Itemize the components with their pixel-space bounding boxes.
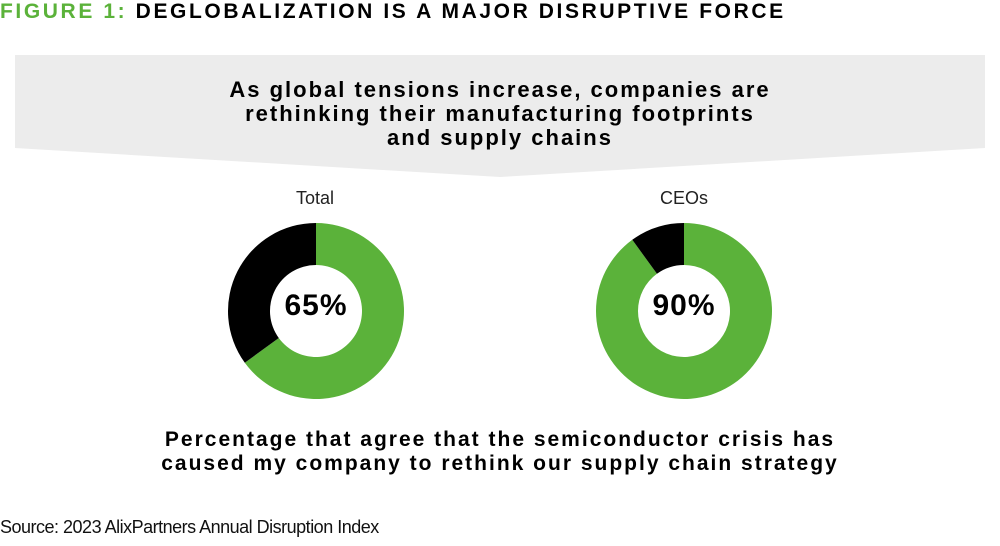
- banner-line: As global tensions increase, companies a…: [229, 77, 771, 102]
- donut-chart-ceos: [596, 223, 772, 399]
- banner-text: As global tensions increase, companies a…: [15, 78, 985, 150]
- donut-slice-agree: [244, 223, 404, 399]
- donut-chart-total: [228, 223, 404, 399]
- donut-slice-other: [632, 223, 684, 274]
- center-value-ceos: 90%: [652, 289, 716, 322]
- chart-title-ceos: CEOs: [659, 188, 708, 208]
- figure-title: FIGURE 1: DEGLOBALIZATION IS A MAJOR DIS…: [0, 0, 786, 24]
- source-note: Source: 2023 AlixPartners Annual Disrupt…: [0, 517, 379, 537]
- center-value-total: 65%: [284, 289, 348, 322]
- banner-arrow-shape: [15, 55, 985, 177]
- banner-line: rethinking their manufacturing footprint…: [245, 101, 755, 126]
- banner: As global tensions increase, companies a…: [15, 55, 985, 177]
- charts-area: Total 65% CEOs 90%: [0, 185, 1000, 415]
- chart-caption: Percentage that agree that the semicondu…: [0, 428, 1000, 476]
- caption-line: Percentage that agree that the semicondu…: [164, 428, 836, 451]
- figure-number: FIGURE 1:: [0, 0, 128, 23]
- caption-line: caused my company to rethink our supply …: [161, 452, 839, 475]
- donut-slice-agree: [596, 223, 772, 399]
- figure-title-text: DEGLOBALIZATION IS A MAJOR DISRUPTIVE FO…: [127, 0, 786, 23]
- donut-slice-other: [228, 223, 316, 363]
- chart-title-total: Total: [295, 188, 335, 208]
- banner-line: and supply chains: [387, 125, 613, 150]
